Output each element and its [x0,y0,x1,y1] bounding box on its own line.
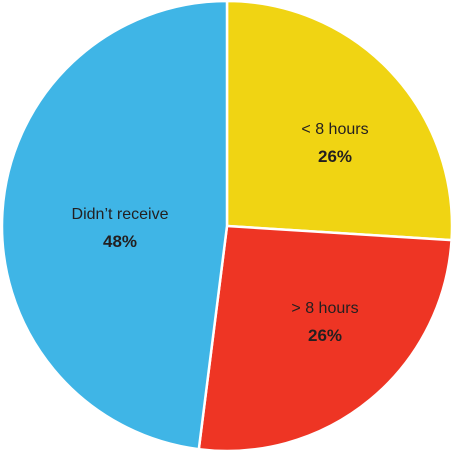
pie-slice-more-than-8-hours [197,224,453,453]
slice-label-less-than-8-hours: < 8 hours [301,121,368,138]
slice-label-more-than-8-hours: > 8 hours [291,300,358,317]
slice-label-didnt-receive: Didn’t receive [72,206,169,223]
slice-value-less-than-8-hours: 26% [318,147,352,166]
slice-value-more-than-8-hours: 26% [308,326,342,345]
slice-label-group-less-than-8-hours: < 8 hours 26% [301,121,368,166]
pie-slice-less-than-8-hours [225,0,454,242]
slice-value-didnt-receive: 48% [103,232,137,251]
slice-label-group-more-than-8-hours: > 8 hours 26% [291,300,358,345]
pie-slice-didnt-receive [0,0,229,451]
slice-label-group-didnt-receive: Didn’t receive 48% [72,206,169,251]
